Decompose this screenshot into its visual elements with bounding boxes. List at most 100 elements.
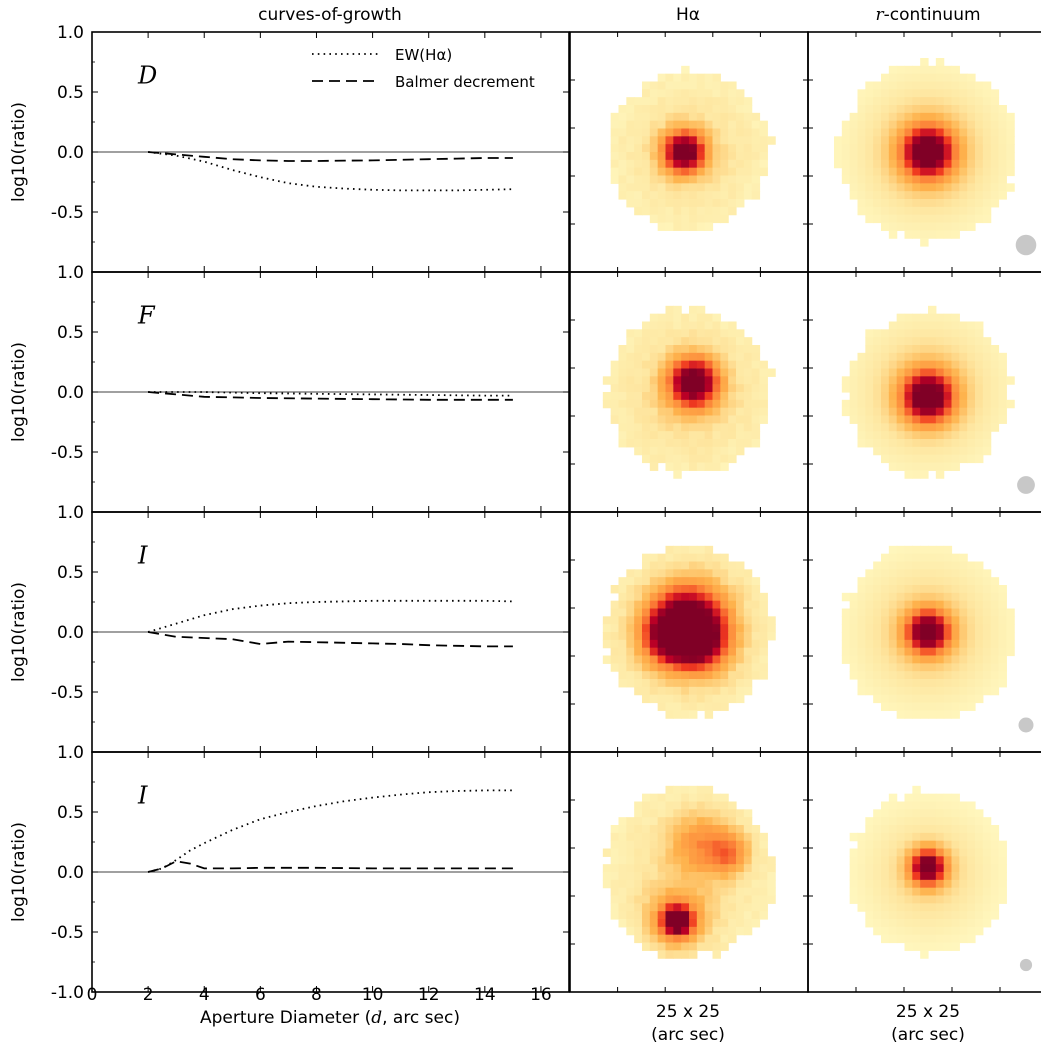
rcont-stamp-pixel [865, 608, 874, 617]
rcont-stamp-pixel [967, 112, 976, 122]
halpha-stamp-pixel [657, 214, 667, 224]
halpha-stamp-pixel [728, 577, 737, 586]
rcont-stamp-pixel [951, 407, 960, 417]
rcont-stamp-pixel [959, 561, 968, 570]
halpha-stamp-pixel [720, 352, 729, 362]
halpha-stamp-pixel [751, 407, 761, 417]
halpha-stamp-pixel [751, 632, 761, 641]
rcont-stamp-pixel [928, 222, 937, 231]
rcont-stamp-pixel [912, 848, 921, 857]
rcont-stamp-pixel [967, 431, 976, 440]
halpha-stamp-pixel [759, 384, 768, 393]
halpha-stamp-pixel [681, 89, 690, 98]
halpha-stamp-pixel [712, 624, 721, 633]
halpha-stamp-pixel [634, 144, 643, 153]
halpha-stamp-pixel [720, 561, 729, 570]
rcont-stamp-pixel [881, 183, 890, 192]
halpha-stamp-pixel [696, 785, 706, 795]
rcont-stamp-pixel [998, 105, 1007, 114]
halpha-stamp-pixel [712, 592, 721, 602]
rcont-stamp-pixel [982, 919, 992, 928]
rcont-stamp-pixel [990, 879, 1000, 889]
halpha-stamp-pixel [642, 793, 651, 803]
rcont-stamp-pixel [912, 832, 921, 842]
rcont-stamp-pixel [881, 832, 890, 842]
halpha-stamp-pixel [673, 352, 682, 362]
rcont-stamp-pixel [951, 934, 960, 944]
halpha-stamp-pixel [673, 199, 682, 208]
halpha-stamp-pixel [657, 919, 667, 928]
rcont-stamp-pixel [896, 352, 906, 362]
halpha-stamp-pixel [634, 345, 643, 354]
rcont-stamp-pixel [873, 167, 882, 177]
halpha-stamp-pixel [657, 313, 667, 323]
halpha-stamp-pixel [649, 183, 659, 192]
rcont-stamp-pixel [951, 856, 960, 865]
rcont-stamp-pixel [982, 214, 992, 224]
halpha-stamp-pixel [618, 368, 627, 377]
halpha-stamp-pixel [689, 136, 698, 145]
rcont-stamp-pixel [912, 663, 921, 672]
rcont-stamp-pixel [943, 97, 953, 106]
rcont-stamp-pixel [951, 942, 960, 951]
rcont-stamp-pixel [857, 376, 866, 385]
halpha-stamp-pixel [751, 175, 761, 184]
halpha-stamp-pixel [657, 97, 667, 106]
rcont-stamp-pixel [975, 128, 984, 137]
rcont-stamp-pixel [888, 199, 898, 208]
rcont-stamp-pixel [982, 569, 992, 578]
halpha-stamp-pixel [712, 199, 721, 208]
halpha-stamp-pixel [704, 911, 714, 920]
halpha-stamp-pixel [712, 352, 721, 362]
halpha-stamp-pixel [712, 73, 721, 83]
rcont-stamp-pixel [959, 895, 968, 904]
rcont-stamp-pixel [935, 600, 945, 610]
halpha-stamp-pixel [673, 470, 682, 479]
rcont-stamp-pixel [896, 655, 906, 664]
halpha-stamp-pixel [681, 313, 690, 323]
rcont-stamp-pixel [873, 337, 882, 346]
rcont-stamp-pixel [888, 73, 898, 83]
rcont-stamp-frame [807, 751, 1041, 993]
halpha-stamp-pixel [689, 671, 698, 680]
rcont-stamp-pixel [951, 926, 960, 936]
rcont-stamp-pixel [943, 313, 953, 323]
halpha-stamp-pixel [704, 553, 714, 563]
halpha-stamp-pixel [704, 671, 714, 680]
rcont-stamp-pixel [920, 592, 929, 602]
rcont-stamp-pixel [865, 206, 874, 216]
halpha-stamp-pixel [704, 832, 714, 842]
rcont-stamp-pixel [928, 128, 937, 137]
halpha-stamp-pixel [704, 616, 714, 625]
halpha-stamp-pixel [704, 887, 714, 897]
halpha-stamp-pixel [751, 577, 761, 586]
rcont-stamp-pixel [951, 112, 960, 122]
rcont-stamp-pixel [951, 159, 960, 169]
rcont-stamp-pixel [998, 376, 1007, 385]
halpha-stamp-pixel [665, 710, 674, 719]
halpha-stamp-pixel [649, 112, 659, 122]
rcont-stamp-pixel [849, 864, 859, 873]
halpha-stamp-pixel [681, 903, 690, 912]
rcont-stamp-pixel [975, 632, 984, 641]
halpha-stamp-pixel [704, 655, 714, 664]
rcont-stamp-pixel [841, 152, 851, 161]
halpha-stamp-pixel [728, 89, 737, 98]
halpha-stamp-pixel [704, 942, 714, 951]
rcont-stamp-pixel [865, 825, 874, 834]
halpha-stamp-pixel [642, 97, 651, 106]
halpha-stamp-pixel [681, 454, 690, 464]
halpha-stamp-pixel [657, 887, 667, 897]
halpha-stamp-pixel [728, 817, 737, 826]
halpha-stamp-pixel [634, 128, 643, 137]
rcont-stamp-pixel [912, 136, 921, 145]
halpha-stamp-pixel [759, 600, 768, 610]
halpha-stamp-pixel [728, 439, 737, 448]
halpha-stamp-pixel [649, 600, 659, 610]
halpha-stamp-pixel [665, 368, 674, 377]
halpha-stamp-pixel [728, 407, 737, 417]
halpha-stamp-pixel [704, 191, 714, 200]
rcont-stamp-pixel [928, 856, 937, 865]
halpha-stamp-pixel [618, 399, 627, 409]
halpha-stamp-pixel [736, 561, 745, 570]
